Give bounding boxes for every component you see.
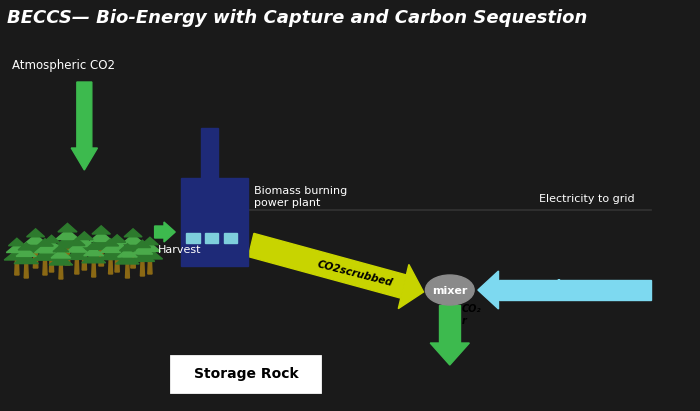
Polygon shape [27,229,45,237]
Polygon shape [69,238,85,245]
Polygon shape [22,241,49,252]
Polygon shape [99,249,122,260]
Polygon shape [108,235,126,242]
Text: CO2scrubbed: CO2scrubbed [316,259,393,288]
Polygon shape [104,246,130,257]
Polygon shape [99,249,104,266]
Polygon shape [53,245,69,252]
Polygon shape [134,240,150,247]
FancyArrow shape [71,82,97,170]
Polygon shape [8,238,25,246]
Polygon shape [6,243,27,252]
Polygon shape [75,259,79,274]
Polygon shape [58,223,77,232]
Polygon shape [108,260,113,274]
Polygon shape [82,254,87,270]
Polygon shape [51,249,71,258]
Polygon shape [4,249,29,260]
Polygon shape [101,244,120,252]
Polygon shape [115,257,119,272]
Text: Storage Rock: Storage Rock [194,367,298,381]
Polygon shape [74,237,95,247]
Polygon shape [43,260,47,275]
Polygon shape [124,229,142,237]
Text: Harvest: Harvest [158,245,202,255]
Polygon shape [49,255,73,265]
Polygon shape [88,238,115,249]
Polygon shape [25,234,47,244]
Polygon shape [82,253,106,263]
Polygon shape [55,229,79,240]
Polygon shape [202,128,218,178]
Polygon shape [125,264,130,278]
Polygon shape [84,247,104,256]
Polygon shape [118,249,137,257]
Polygon shape [34,252,38,268]
Polygon shape [120,241,146,252]
FancyBboxPatch shape [186,233,200,243]
Polygon shape [25,263,28,278]
Polygon shape [90,231,113,241]
Text: mixer: mixer [432,286,468,296]
Polygon shape [148,259,152,274]
Polygon shape [53,236,82,248]
Polygon shape [18,243,34,250]
Polygon shape [430,343,470,365]
Polygon shape [141,261,144,276]
FancyBboxPatch shape [172,356,321,392]
Polygon shape [39,247,64,257]
Polygon shape [181,178,248,266]
Polygon shape [248,233,406,298]
Polygon shape [498,280,651,300]
Polygon shape [76,232,93,240]
Polygon shape [32,250,57,260]
Polygon shape [66,243,87,252]
Polygon shape [478,271,498,309]
Polygon shape [41,240,62,249]
Polygon shape [116,254,139,264]
Polygon shape [16,248,36,256]
Polygon shape [71,243,97,254]
Ellipse shape [426,275,474,305]
Polygon shape [50,257,54,272]
Polygon shape [43,235,60,243]
Polygon shape [141,237,158,245]
Polygon shape [440,305,460,343]
Polygon shape [14,254,38,263]
Polygon shape [59,265,63,279]
Polygon shape [137,249,162,259]
Polygon shape [102,239,119,246]
Text: Biomass burning
power plant: Biomass burning power plant [254,186,347,208]
Text: Atmospheric CO2: Atmospheric CO2 [12,58,116,72]
FancyBboxPatch shape [224,233,237,243]
Polygon shape [85,242,101,249]
Polygon shape [92,226,111,234]
Polygon shape [36,239,53,246]
Polygon shape [34,244,55,253]
Polygon shape [398,264,424,309]
FancyBboxPatch shape [205,233,218,243]
Polygon shape [132,245,153,254]
Polygon shape [139,242,160,252]
Polygon shape [15,260,19,275]
Polygon shape [122,234,144,244]
FancyArrow shape [155,222,175,242]
Polygon shape [131,252,135,268]
Polygon shape [120,244,135,251]
Text: BECCS— Bio-Energy with Capture and Carbon Sequestion: BECCS— Bio-Energy with Capture and Carbo… [8,9,588,27]
Text: water: water [534,278,579,292]
Polygon shape [92,263,96,277]
Polygon shape [106,240,128,249]
Text: CO₂
r: CO₂ r [462,304,482,326]
Polygon shape [130,251,155,261]
Text: Electricity to grid: Electricity to grid [539,194,634,204]
Polygon shape [64,249,89,259]
Polygon shape [65,248,70,265]
